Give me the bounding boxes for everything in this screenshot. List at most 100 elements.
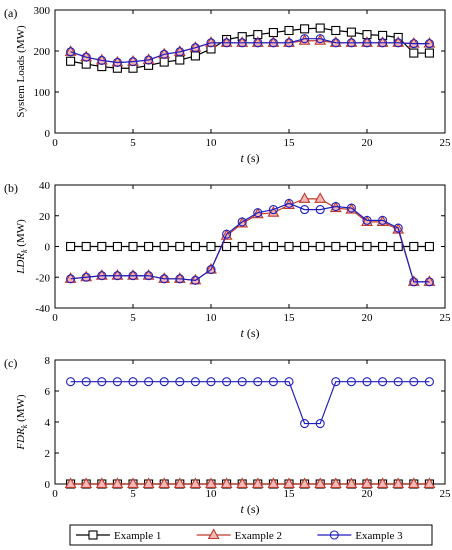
data-point xyxy=(284,198,294,208)
y-tick-label: 20 xyxy=(39,211,51,223)
data-point xyxy=(314,477,327,489)
legend-box xyxy=(69,524,433,546)
series-line xyxy=(70,40,430,64)
data-point xyxy=(284,377,294,387)
data-point xyxy=(300,241,310,252)
y-tick-label: 0 xyxy=(45,242,51,254)
panel-b: 0 5 10 15 20 25 -40 -20 0 20 40 (b) t (s) LDRk (MW) xyxy=(4,180,451,340)
data-point xyxy=(81,52,91,62)
data-point xyxy=(300,24,310,34)
data-point xyxy=(173,477,186,489)
data-point xyxy=(142,477,155,489)
data-point xyxy=(237,38,247,48)
panel-label: (a) xyxy=(4,6,17,20)
legend-marker xyxy=(207,528,220,540)
x-axis-label: t (s) xyxy=(240,326,259,340)
data-point xyxy=(315,205,325,215)
data-point xyxy=(378,215,388,225)
data-point xyxy=(237,217,247,227)
data-point xyxy=(253,208,263,218)
data-point xyxy=(97,55,107,65)
data-point xyxy=(111,477,124,489)
x-tick-label: 10 xyxy=(206,312,218,324)
x-tick-label: 0 xyxy=(52,488,58,500)
data-point xyxy=(190,377,200,387)
data-point xyxy=(190,241,200,252)
data-point xyxy=(392,477,405,489)
data-point xyxy=(112,271,122,281)
y-tick-label: 8 xyxy=(45,355,51,367)
x-tick-label: 20 xyxy=(362,312,374,324)
data-point xyxy=(97,241,107,252)
series-example-3 xyxy=(66,377,434,429)
data-point xyxy=(376,477,389,489)
x-tick-label: 25 xyxy=(440,488,452,500)
data-point xyxy=(346,27,356,37)
data-point xyxy=(315,241,325,252)
legend-label: Example 2 xyxy=(235,530,282,542)
data-point xyxy=(424,48,434,58)
data-point xyxy=(189,477,202,489)
data-point xyxy=(409,241,419,252)
series-line xyxy=(70,38,430,64)
data-point xyxy=(159,274,169,284)
data-point xyxy=(298,192,311,203)
data-point xyxy=(237,241,247,252)
data-point xyxy=(424,277,434,287)
data-point xyxy=(268,377,278,387)
y-axis-label: System Loads (MW) xyxy=(15,25,27,118)
data-point xyxy=(190,43,200,53)
data-point xyxy=(222,38,232,48)
series-example-3 xyxy=(66,34,434,68)
data-point xyxy=(424,241,434,252)
y-tick-label: 300 xyxy=(34,5,51,17)
data-point xyxy=(423,477,436,489)
data-point xyxy=(362,215,372,225)
series-line xyxy=(70,198,430,283)
panel-label: (c) xyxy=(4,356,17,370)
panel-label: (b) xyxy=(4,181,18,195)
data-point xyxy=(346,377,356,387)
data-point xyxy=(393,241,403,252)
data-point xyxy=(314,192,327,203)
y-axis-label: FDRk (MW) xyxy=(15,394,29,451)
data-point xyxy=(267,206,280,217)
data-point xyxy=(362,38,372,48)
data-point xyxy=(66,377,76,387)
y-tick-label: -20 xyxy=(35,272,50,284)
legend-label: Example 1 xyxy=(114,530,161,542)
data-point xyxy=(128,271,138,281)
data-point xyxy=(268,38,278,48)
panel-c: 0 5 10 15 20 25 0 2 4 6 8 (c) t (s) FDRk (MW) xyxy=(4,355,451,516)
data-point xyxy=(205,477,217,489)
y-tick-label: 200 xyxy=(34,46,51,58)
y-tick-label: 40 xyxy=(39,180,51,192)
data-point xyxy=(346,241,356,252)
data-point xyxy=(206,377,216,387)
x-axis-label: t (s) xyxy=(240,151,259,165)
data-point xyxy=(175,47,185,57)
data-point xyxy=(144,271,154,281)
y-tick-label: 0 xyxy=(45,128,51,140)
data-point xyxy=(407,477,420,489)
x-tick-label: 25 xyxy=(440,312,452,324)
data-point xyxy=(268,205,278,215)
data-point xyxy=(190,275,200,285)
x-tick-label: 10 xyxy=(206,137,218,149)
series-example-2 xyxy=(64,477,436,489)
data-point xyxy=(424,377,434,387)
x-tick-label: 15 xyxy=(284,312,296,324)
data-point xyxy=(112,377,122,387)
data-point xyxy=(362,241,372,252)
data-point xyxy=(175,377,185,387)
data-point xyxy=(345,477,358,489)
legend-entry-2: Example 2 xyxy=(196,528,282,542)
y-tick-label: 4 xyxy=(45,417,51,429)
x-tick-label: 25 xyxy=(440,137,452,149)
data-point xyxy=(158,477,171,489)
data-point xyxy=(298,477,311,489)
x-tick-label: 5 xyxy=(130,137,136,149)
data-point xyxy=(284,25,294,36)
data-point xyxy=(331,38,341,48)
